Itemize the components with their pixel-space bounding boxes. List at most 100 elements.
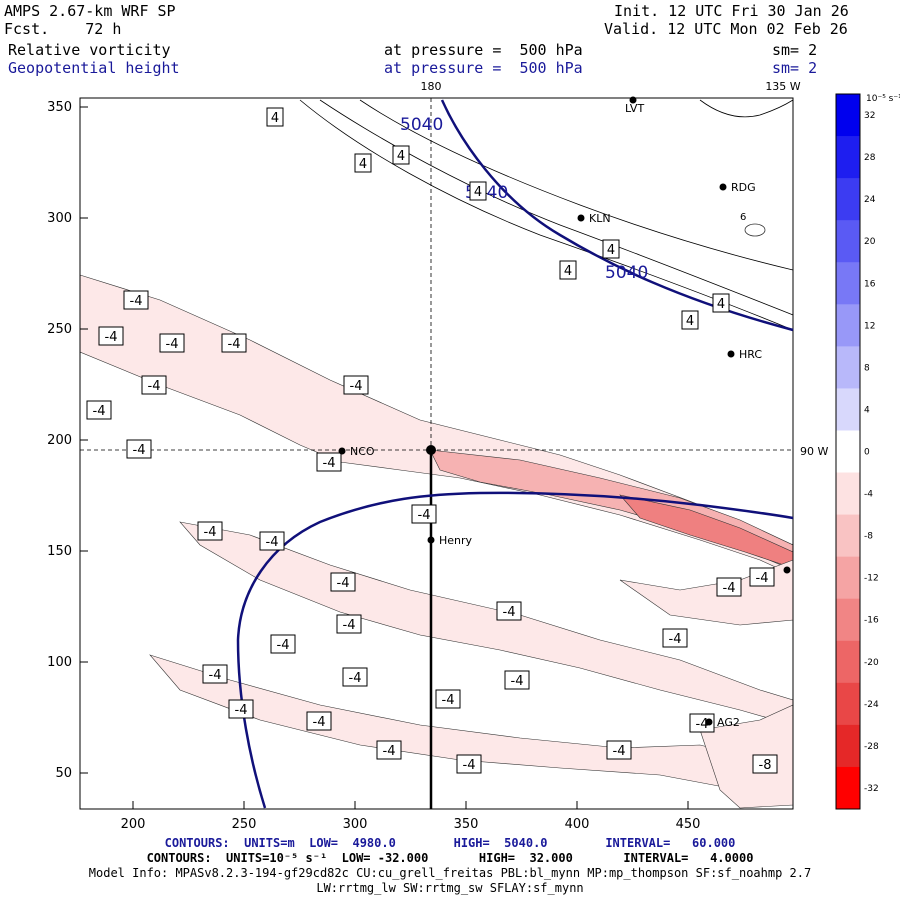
colorbar-segment [836, 94, 860, 137]
svg-text:-4: -4 [349, 671, 362, 686]
forecast-hour: Fcst. 72 h [4, 20, 122, 38]
colorbar-segment [836, 304, 860, 347]
smoothing-vorticity: sm= 2 [772, 41, 818, 59]
colorbar-segment [836, 598, 860, 642]
colorbar [836, 94, 860, 810]
station-nco-label: NCO [350, 445, 375, 458]
svg-text:4: 4 [359, 157, 367, 172]
colorbar-tick-label: -28 [864, 742, 879, 752]
colorbar-tick-label: 24 [864, 195, 876, 205]
svg-text:-4: -4 [463, 758, 476, 773]
positive-vorticity-labels: 4 4 4 4 4 4 4 4 [266, 107, 730, 330]
y-label-100: 100 [47, 655, 72, 670]
label-box: -4 [197, 521, 223, 541]
x-label-200: 200 [121, 817, 146, 832]
label-box: 4 [712, 293, 730, 313]
label-box: 4 [266, 107, 284, 127]
vort-contour-2 [319, 99, 794, 316]
height-5040-south [236, 491, 794, 809]
label-box: -4 [98, 326, 124, 346]
svg-text:-4: -4 [696, 717, 709, 732]
label-box: -4 [141, 375, 167, 395]
svg-text:-4: -4 [209, 668, 222, 683]
svg-text:4: 4 [607, 243, 615, 258]
station-nco-marker [338, 447, 346, 455]
model-title: AMPS 2.67-km WRF SP [4, 2, 176, 20]
svg-text:-4: -4 [130, 294, 143, 309]
label-box: -4 [228, 699, 254, 719]
colorbar-segment [836, 388, 860, 431]
y-label-250: 250 [47, 322, 72, 337]
colorbar-tick-label: 32 [864, 111, 875, 121]
colorbar-tick-label: 28 [864, 153, 876, 163]
height-5040-north [440, 99, 794, 332]
svg-text:4: 4 [271, 111, 279, 126]
x-label-450: 450 [676, 817, 701, 832]
station-henry-marker [427, 536, 435, 544]
height-contours [236, 99, 794, 809]
pressure-height: at pressure = 500 hPa [384, 59, 583, 77]
y-label-300: 300 [47, 211, 72, 226]
small-contour-label: 6 [740, 212, 746, 223]
svg-text:-4: -4 [313, 715, 326, 730]
label-box: -4 [270, 634, 296, 654]
station-lvt-label: LVT [625, 102, 644, 115]
svg-text:-4: -4 [343, 618, 356, 633]
colorbar-tick-label: 16 [864, 279, 876, 289]
label-box: 4 [392, 145, 410, 165]
label-box: -4 [123, 290, 149, 310]
svg-text:-4: -4 [323, 456, 336, 471]
station-kln-label: KLN [589, 212, 611, 225]
colorbar-segment [836, 682, 860, 726]
svg-text:-4: -4 [228, 337, 241, 352]
label-box: -4 [662, 628, 688, 648]
field-height: Geopotential height [8, 59, 180, 77]
label-box: -4 [330, 572, 356, 592]
valid-time: Valid. 12 UTC Mon 02 Feb 26 [604, 20, 848, 38]
svg-text:-4: -4 [277, 638, 290, 653]
colorbar-segment [836, 178, 860, 221]
colorbar-segment [836, 430, 860, 474]
svg-text:-4: -4 [105, 330, 118, 345]
label-box: -4 [316, 452, 342, 472]
label-box: -4 [749, 567, 775, 587]
label-box: -8 [752, 754, 778, 774]
colorbar-segment [836, 136, 860, 179]
x-label-400: 400 [565, 817, 590, 832]
svg-text:-4: -4 [383, 744, 396, 759]
colorbar-segment [836, 766, 860, 810]
label-box: -4 [606, 740, 632, 760]
station-rdg-label: RDG [731, 181, 756, 194]
lon-label-180: 180 [421, 80, 442, 93]
colorbar-tick-label: -4 [864, 490, 873, 500]
svg-text:4: 4 [686, 314, 694, 329]
label-box: -4 [342, 667, 368, 687]
pressure-vorticity: at pressure = 500 hPa [384, 41, 583, 59]
label-box: -4 [86, 400, 112, 420]
svg-text:4: 4 [397, 149, 405, 164]
label-box: -4 [456, 754, 482, 774]
svg-text:-8: -8 [759, 758, 772, 773]
x-axis-labels: 200 250 300 350 400 450 [121, 817, 701, 832]
label-box: 4 [681, 310, 699, 330]
colorbar-tick-label: 4 [864, 405, 870, 415]
svg-text:-4: -4 [337, 576, 350, 591]
colorbar-frame [835, 93, 861, 810]
label-box: -4 [496, 601, 522, 621]
label-box: -4 [126, 439, 152, 459]
svg-text:4: 4 [717, 297, 725, 312]
colorbar-segment [836, 556, 860, 600]
station-henry-label: Henry [439, 534, 473, 547]
svg-text:-4: -4 [166, 337, 179, 352]
vorticity-contour-info: CONTOURS: UNITS=10⁻⁵ s⁻¹ LOW= -32.000 HI… [146, 851, 754, 865]
label-box: 4 [354, 153, 372, 173]
svg-text:-4: -4 [503, 605, 516, 620]
colorbar-segment [836, 346, 860, 389]
colorbar-tick-label: -24 [864, 700, 879, 710]
svg-text:-4: -4 [204, 525, 217, 540]
height-contour-info: CONTOURS: UNITS=m LOW= 4980.0 HIGH= 5040… [164, 836, 736, 850]
svg-text:-4: -4 [418, 508, 431, 523]
x-label-300: 300 [343, 817, 368, 832]
label-box: -4 [221, 333, 247, 353]
